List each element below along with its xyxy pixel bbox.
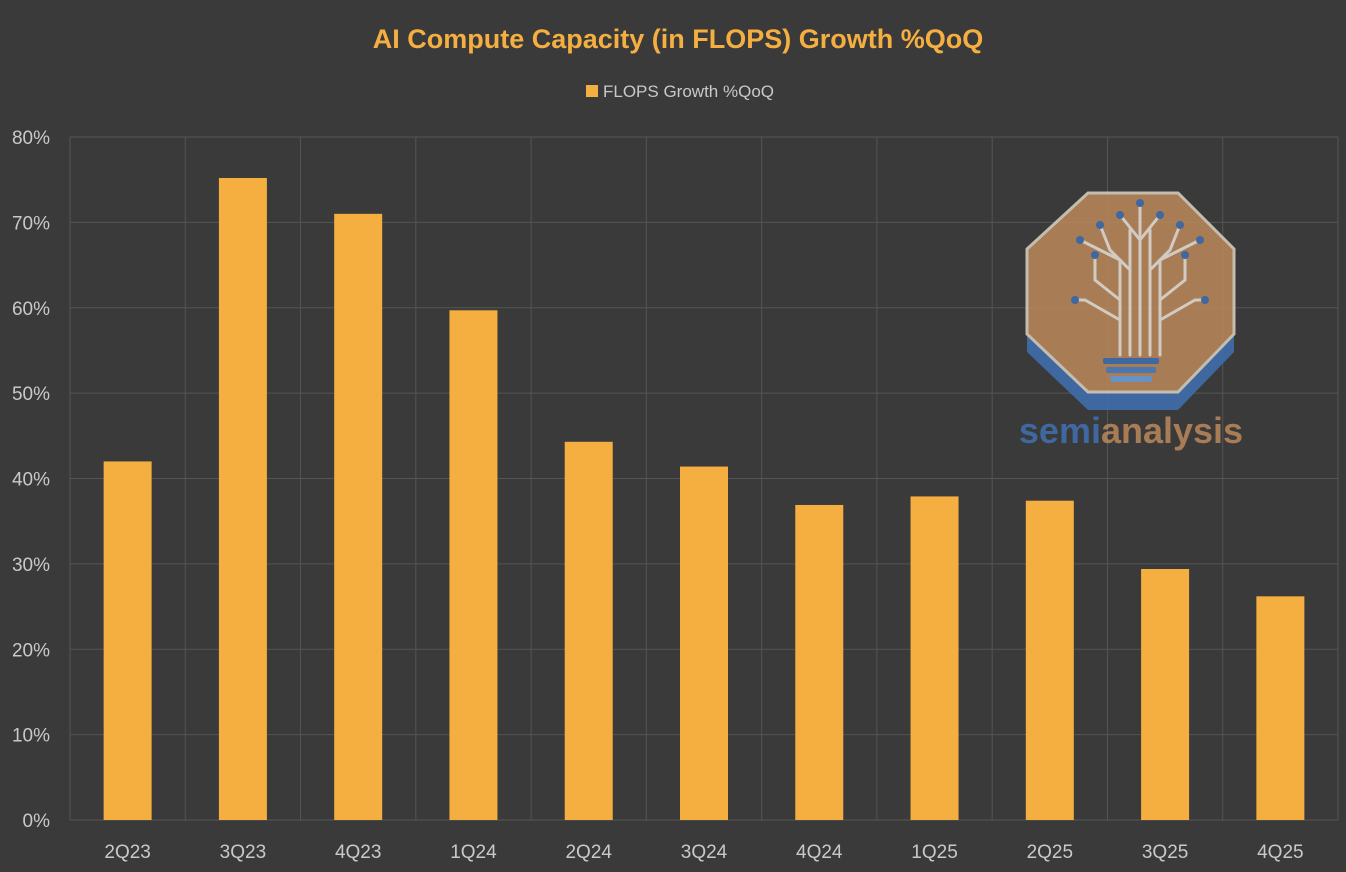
- y-axis-ticks: 0% 10% 20% 30% 40% 50% 60% 70% 80%: [12, 128, 50, 832]
- bars: [103, 177, 1305, 821]
- x-tick-label: 2Q25: [1027, 842, 1073, 863]
- bar-4Q23: [334, 213, 383, 820]
- logo-word-semi: semi: [1019, 410, 1101, 451]
- legend: FLOPS Growth %QoQ: [586, 82, 774, 101]
- bar-3Q23: [218, 177, 267, 821]
- legend-swatch: [586, 85, 598, 97]
- y-tick-label: 30%: [12, 555, 50, 576]
- bar-1Q25: [910, 496, 959, 820]
- y-tick-label: 70%: [12, 213, 50, 234]
- bar-1Q24: [449, 310, 498, 820]
- bar-3Q25: [1141, 568, 1190, 820]
- x-tick-label: 2Q23: [104, 842, 150, 863]
- x-tick-label: 1Q24: [450, 842, 497, 863]
- legend-label: FLOPS Growth %QoQ: [603, 82, 774, 101]
- bar-2Q25: [1025, 500, 1074, 820]
- y-tick-label: 0%: [23, 811, 51, 832]
- logo-word-analysis: analysis: [1101, 410, 1243, 451]
- x-tick-label: 4Q23: [335, 842, 381, 863]
- y-tick-label: 40%: [12, 470, 50, 491]
- x-tick-label: 4Q24: [796, 842, 843, 863]
- bar-2Q23: [103, 461, 152, 820]
- x-tick-label: 3Q25: [1142, 842, 1188, 863]
- chart-title: AI Compute Capacity (in FLOPS) Growth %Q…: [373, 24, 984, 54]
- y-tick-label: 80%: [12, 128, 50, 149]
- semianalysis-logo: semianalysis: [1019, 191, 1243, 451]
- y-tick-label: 10%: [12, 726, 50, 747]
- x-axis-labels: 2Q23 3Q23 4Q23 1Q24 2Q24 3Q24 4Q24 1Q25 2Q25 3Q25…: [104, 842, 1303, 863]
- x-tick-label: 1Q25: [911, 842, 957, 863]
- bar-3Q24: [680, 466, 728, 820]
- x-tick-label: 2Q24: [565, 842, 612, 863]
- x-tick-label: 4Q25: [1257, 842, 1303, 863]
- y-tick-label: 60%: [12, 299, 50, 320]
- x-tick-label: 3Q24: [681, 842, 728, 863]
- gridlines: [69, 136, 1339, 821]
- bar-4Q25: [1256, 596, 1305, 820]
- circuit-nodes: [1071, 199, 1209, 304]
- bulb-base-icon: [1103, 358, 1159, 382]
- logo-wordmark: semianalysis: [1019, 410, 1243, 451]
- bar-2Q24: [564, 441, 613, 820]
- y-tick-label: 20%: [12, 640, 50, 661]
- bar-4Q24: [795, 504, 844, 820]
- circuit-tree-icon: [1073, 203, 1207, 357]
- x-tick-label: 3Q23: [220, 842, 266, 863]
- y-tick-label: 50%: [12, 384, 50, 405]
